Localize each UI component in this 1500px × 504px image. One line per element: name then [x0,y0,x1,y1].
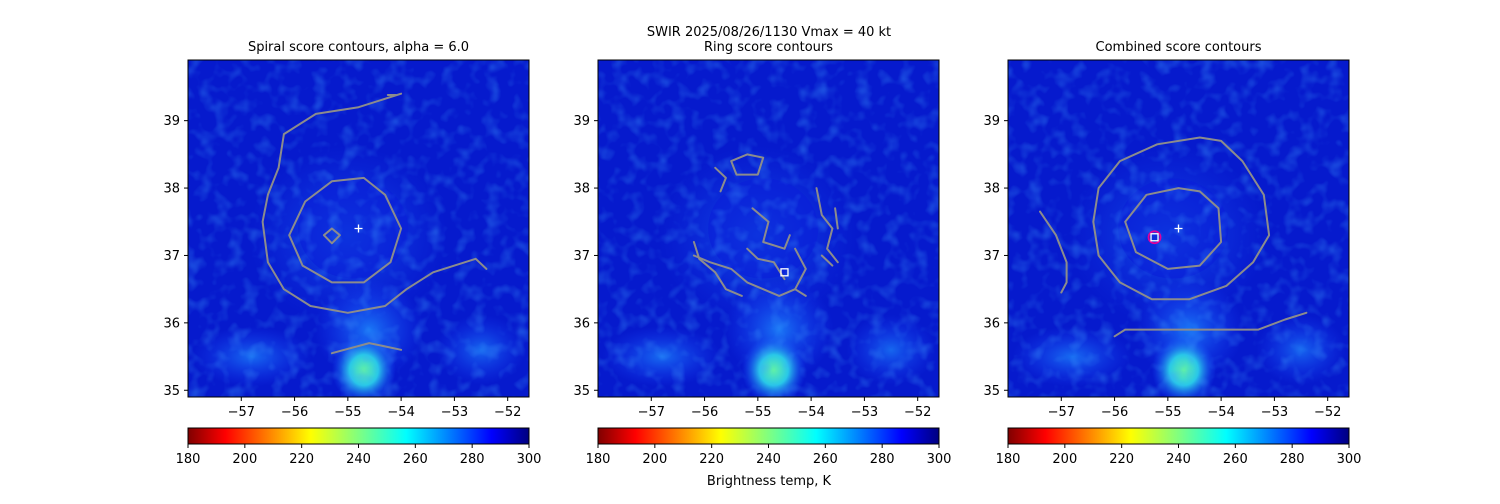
colorbar-tick-label: 220 [1109,452,1134,467]
panel-3: Combined score contours −57 −56 −55 −54 −53 −5… [983,40,1361,467]
colorbar-tick-label: 180 [176,452,201,467]
score-contour-3 [1039,210,1068,294]
brightness-temp-image [598,60,939,397]
score-contour-3 [322,227,341,245]
score-contour-10 [820,254,834,267]
score-contour-1 [1092,136,1271,301]
y-tick-label: 38 [573,182,590,197]
axes-frame [187,59,530,398]
y-tick-label: 37 [163,249,180,264]
score-contour-4 [1113,311,1308,338]
colorbar-1: 180 200 220 240 260 280 300 [176,427,542,467]
colorbar-2: 180 200 220 240 260 280 300 [586,427,952,467]
colorbar-tick-label: 220 [289,452,314,467]
y-tick-label: 37 [573,249,590,264]
x-tick-label: −54 [387,405,414,420]
x-tick-label: −53 [851,405,878,420]
x-tick-label: −56 [281,405,308,420]
colorbar-tick-label: 300 [1337,452,1362,467]
x-tick-label: −54 [797,405,824,420]
x-tick-label: −53 [441,405,468,420]
y-tick-label: 38 [163,182,180,197]
x-tick-label: −57 [228,405,255,420]
score-contour-8 [692,241,743,297]
x-tick-label: −55 [744,405,771,420]
colorbar-tick-label: 280 [460,452,485,467]
colorbar-tick-label: 180 [996,452,1021,467]
panel-1: Spiral score contours, alpha = 6.0 −57 −56… [163,40,541,467]
colorbar-gradient [1008,428,1349,444]
colorbar-tick-label: 280 [1280,452,1305,467]
y-tick-label: 39 [163,114,180,129]
score-contour-6 [746,247,786,281]
score-contour-9 [834,207,839,230]
x-tick-label: −57 [638,405,665,420]
y-tick-label: 35 [163,384,180,399]
square-marker [780,268,789,277]
x-tick-label: −52 [904,405,931,420]
score-contour-2 [288,176,403,284]
score-contour-7 [794,247,807,297]
x-tick-label: −56 [1101,405,1128,420]
panel-2: Ring score contours −57 −56 −55 −54 −53 −52 35 3… [573,40,951,467]
y-tick-label: 36 [573,316,590,331]
colorbar-tick-label: 300 [927,452,952,467]
colorbar-tick-label: 240 [756,452,781,467]
colorbar-gradient [188,428,529,444]
panel-title: Combined score contours [1096,40,1262,55]
colorbar-3: 180 200 220 240 260 280 300 [996,427,1362,467]
score-contour-4 [815,187,839,264]
square-marker [1150,233,1159,242]
figure-suptitle: SWIR 2025/08/26/1130 Vmax = 40 kt [647,25,891,40]
x-tick-label: −56 [691,405,718,420]
score-contour-5 [692,254,797,297]
x-tick-label: −52 [1314,405,1341,420]
colorbar-tick-label: 260 [813,452,838,467]
combined-circle-marker [1147,230,1162,245]
colorbar-tick-label: 200 [232,452,257,467]
colorbar-tick-label: 260 [1223,452,1248,467]
y-tick-label: 38 [983,182,1000,197]
colorbar-tick-label: 220 [699,452,724,467]
y-tick-label: 35 [983,384,1000,399]
score-contour-2 [1124,187,1223,270]
x-tick-label: −53 [1261,405,1288,420]
colorbar-tick-label: 240 [1166,452,1191,467]
y-tick-label: 39 [983,114,1000,129]
y-tick-label: 36 [983,316,1000,331]
colorbar-tick-label: 180 [586,452,611,467]
center-plus-marker [1174,224,1183,233]
panel-title: Ring score contours [704,40,833,55]
score-contour-2 [714,166,727,193]
colorbar-tick-label: 260 [403,452,428,467]
x-tick-label: −54 [1207,405,1234,420]
center-plus-marker [354,224,363,233]
y-tick-label: 36 [163,316,180,331]
panel-title: Spiral score contours, alpha = 6.0 [248,40,469,55]
colorbar-tick-label: 200 [1052,452,1077,467]
x-tick-label: −55 [1154,405,1181,420]
x-tick-label: −52 [494,405,521,420]
colorbar-tick-label: 300 [517,452,542,467]
colorbar-tick-label: 240 [346,452,371,467]
score-contour-4 [330,342,403,355]
y-tick-label: 37 [983,249,1000,264]
axes-frame [597,59,940,398]
score-contour-1 [730,153,765,176]
x-tick-label: −55 [334,405,361,420]
score-contour-3 [751,207,791,250]
y-tick-label: 35 [573,384,590,399]
colorbar-label: Brightness temp, K [707,474,832,489]
colorbar-tick-label: 200 [642,452,667,467]
axes-frame [1007,59,1350,398]
y-tick-label: 39 [573,114,590,129]
colorbar-tick-label: 280 [870,452,895,467]
x-tick-label: −57 [1048,405,1075,420]
score-contour-1 [261,92,488,314]
colorbar-gradient [598,428,939,444]
